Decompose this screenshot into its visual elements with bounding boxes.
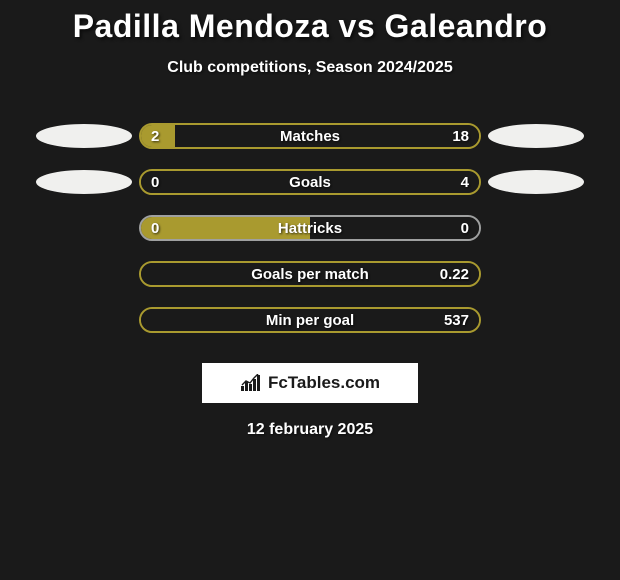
bar-right-fill <box>175 125 479 147</box>
stat-row: 537Min per goal <box>0 297 620 343</box>
stat-left-value: 0 <box>151 174 159 191</box>
stat-right-value: 18 <box>452 128 469 145</box>
stat-bar: 537Min per goal <box>139 307 481 333</box>
site-credit-text: FcTables.com <box>268 373 380 393</box>
stats-rows: 218Matches04Goals00Hattricks0.22Goals pe… <box>0 113 620 343</box>
bar-right-fill <box>141 171 479 193</box>
stat-right-value: 0 <box>461 220 469 237</box>
ellipse-icon <box>36 170 132 194</box>
stat-left-value: 0 <box>151 220 159 237</box>
ellipse-icon <box>488 124 584 148</box>
team-right-logo <box>481 212 591 244</box>
stat-row: 04Goals <box>0 159 620 205</box>
stat-row: 218Matches <box>0 113 620 159</box>
team-left-logo <box>29 258 139 290</box>
subtitle: Club competitions, Season 2024/2025 <box>0 59 620 77</box>
bar-chart-icon <box>240 374 262 392</box>
page-title: Padilla Mendoza vs Galeandro <box>0 8 620 45</box>
stat-bar: 218Matches <box>139 123 481 149</box>
stat-row: 0.22Goals per match <box>0 251 620 297</box>
stat-bar: 04Goals <box>139 169 481 195</box>
team-right-logo <box>481 258 591 290</box>
team-right-logo <box>481 120 591 152</box>
team-left-logo <box>29 212 139 244</box>
stat-right-value: 0.22 <box>440 266 469 283</box>
bar-right-fill <box>141 309 479 331</box>
stat-right-value: 537 <box>444 312 469 329</box>
ellipse-icon <box>36 124 132 148</box>
stat-left-value: 2 <box>151 128 159 145</box>
site-credit-link[interactable]: FcTables.com <box>202 363 418 403</box>
team-right-logo <box>481 166 591 198</box>
stat-bar: 0.22Goals per match <box>139 261 481 287</box>
ellipse-icon <box>488 170 584 194</box>
comparison-card: Padilla Mendoza vs Galeandro Club compet… <box>0 0 620 439</box>
bar-left-fill <box>141 217 310 239</box>
date-text: 12 february 2025 <box>0 421 620 439</box>
bar-right-fill <box>141 263 479 285</box>
stat-row: 00Hattricks <box>0 205 620 251</box>
bar-right-fill <box>310 217 479 239</box>
team-left-logo <box>29 166 139 198</box>
stat-right-value: 4 <box>461 174 469 191</box>
team-left-logo <box>29 304 139 336</box>
stat-bar: 00Hattricks <box>139 215 481 241</box>
team-right-logo <box>481 304 591 336</box>
team-left-logo <box>29 120 139 152</box>
